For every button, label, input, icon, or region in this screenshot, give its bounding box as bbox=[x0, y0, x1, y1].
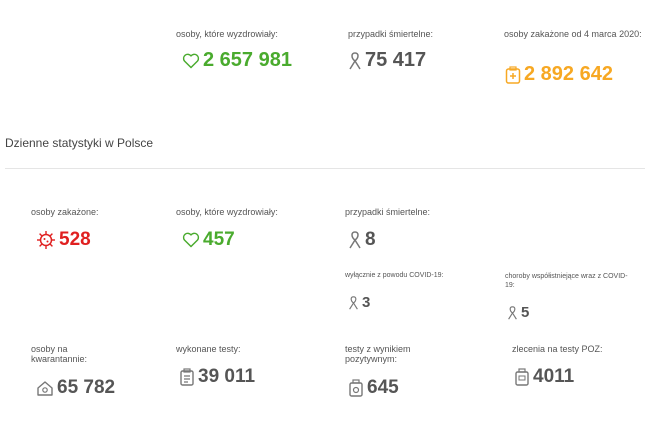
comorbid-value-group: 5 bbox=[507, 304, 529, 321]
heart-icon bbox=[182, 232, 200, 248]
poz-value: 4011 bbox=[533, 366, 575, 387]
ribbon-icon bbox=[348, 295, 359, 310]
tests-value: 39 011 bbox=[198, 366, 256, 387]
ribbon-icon bbox=[348, 231, 362, 249]
poz-label: zlecenia na testy POZ: bbox=[512, 344, 603, 354]
covid-only-value-group: 3 bbox=[348, 294, 370, 311]
positive-tests-label: testy z wynikiem pozytywnym: bbox=[345, 344, 411, 364]
poz-value-group: 4011 bbox=[514, 366, 574, 388]
daily-infected-value: 528 bbox=[59, 229, 91, 250]
positive-tests-value: 645 bbox=[367, 377, 399, 398]
total-recovered-value: 2 657 981 bbox=[203, 49, 292, 71]
daily-recovered-value-group: 457 bbox=[182, 229, 235, 251]
total-infected-label: osoby zakażone od 4 marca 2020: bbox=[504, 29, 642, 39]
medical-kit-icon bbox=[505, 65, 521, 84]
virus-icon bbox=[36, 230, 56, 250]
comorbid-label: choroby współistniejące wraz z COVID-19: bbox=[505, 273, 628, 289]
quarantine-value: 65 782 bbox=[57, 377, 116, 398]
section-divider bbox=[5, 168, 645, 169]
clipboard-icon bbox=[179, 368, 195, 386]
daily-infected-label: osoby zakażone: bbox=[31, 207, 99, 217]
daily-infected-value-group: 528 bbox=[36, 229, 91, 251]
total-infected-value: 2 892 642 bbox=[524, 63, 613, 85]
house-icon bbox=[36, 380, 54, 396]
quarantine-value-group: 65 782 bbox=[36, 377, 115, 399]
positive-tests-value-group: 645 bbox=[348, 377, 399, 399]
total-deaths-value-group: 75 417 bbox=[348, 49, 426, 72]
daily-recovered-value: 457 bbox=[203, 229, 235, 250]
heart-icon bbox=[182, 53, 200, 69]
total-deaths-value: 75 417 bbox=[365, 49, 427, 71]
daily-deaths-label: przypadki śmiertelne: bbox=[345, 207, 431, 217]
test-tube-icon bbox=[348, 379, 364, 397]
lab-kit-icon bbox=[514, 368, 530, 386]
total-recovered-value-group: 2 657 981 bbox=[182, 49, 292, 72]
tests-value-group: 39 011 bbox=[179, 366, 255, 388]
daily-deaths-value-group: 8 bbox=[348, 229, 376, 251]
total-deaths-label: przypadki śmiertelne: bbox=[348, 29, 434, 39]
daily-deaths-value: 8 bbox=[365, 229, 376, 250]
covid-only-label: wyłącznie z powodu COVID-19: bbox=[345, 272, 444, 279]
quarantine-label: osoby na kwarantannie: bbox=[31, 344, 88, 364]
total-recovered-label: osoby, które wyzdrowiały: bbox=[176, 29, 278, 39]
covid-only-value: 3 bbox=[362, 294, 371, 311]
ribbon-icon bbox=[348, 51, 362, 70]
comorbid-value: 5 bbox=[521, 304, 530, 321]
total-infected-value-group: 2 892 642 bbox=[505, 63, 613, 86]
tests-label: wykonane testy: bbox=[176, 344, 241, 354]
section-title: Dzienne statystyki w Polsce bbox=[5, 136, 154, 150]
ribbon-icon bbox=[507, 305, 518, 320]
daily-recovered-label: osoby, które wyzdrowiały: bbox=[176, 207, 278, 217]
